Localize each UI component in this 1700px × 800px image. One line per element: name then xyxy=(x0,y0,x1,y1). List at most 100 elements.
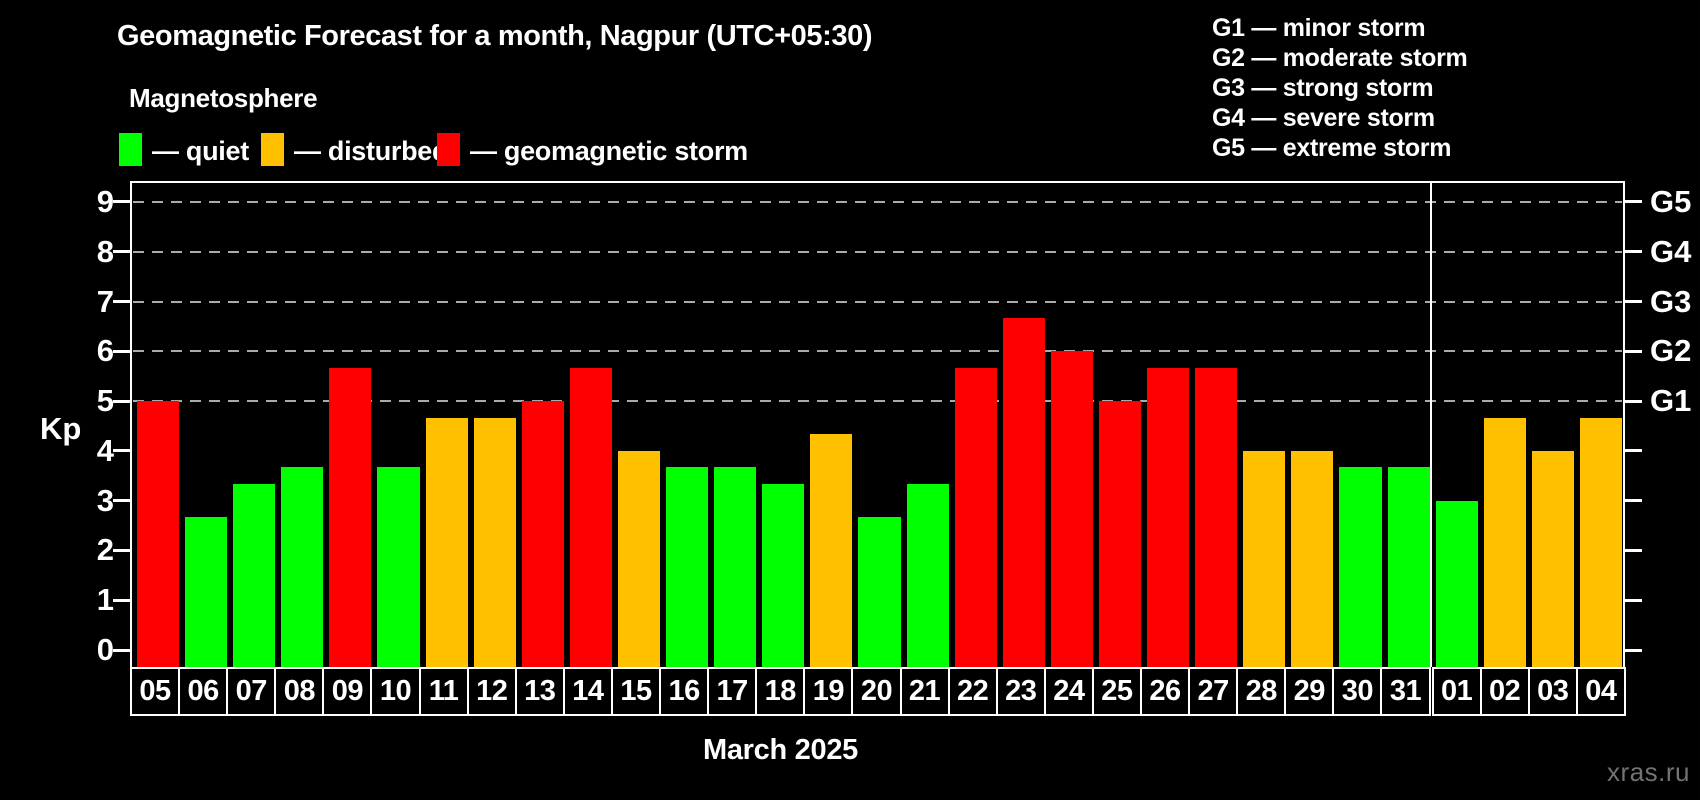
day-label-05: 05 xyxy=(130,667,181,716)
y-axis-value-0: 0 xyxy=(96,632,114,667)
y-axis-tick-left-0 xyxy=(113,648,130,652)
x-axis-month-label: March 2025 xyxy=(703,734,858,766)
kp-bar-day-23 xyxy=(1002,317,1045,667)
day-label-12: 12 xyxy=(466,667,517,716)
legend-swatch-quiet xyxy=(119,133,142,166)
kp-bar-day-04 xyxy=(1579,417,1622,667)
day-label-22: 22 xyxy=(947,667,998,716)
g-legend-item-3: G3 — strong storm xyxy=(1212,74,1434,102)
y-axis-tick-right-1 xyxy=(1625,598,1642,602)
kp-bar-day-28 xyxy=(1243,450,1286,667)
day-label-07: 07 xyxy=(226,667,277,716)
kp-bar-day-02 xyxy=(1483,417,1526,667)
legend-label-storm: — geomagnetic storm xyxy=(470,136,748,166)
g-legend-item-2: G2 — moderate storm xyxy=(1212,44,1468,72)
gridline-g3 xyxy=(133,300,1622,303)
legend-label-quiet: — quiet xyxy=(152,136,249,166)
kp-bar-day-09 xyxy=(329,367,372,667)
day-label-31: 31 xyxy=(1380,667,1431,716)
y-axis-value-4: 4 xyxy=(96,432,114,468)
g-axis-label-g3: G3 xyxy=(1650,283,1692,319)
kp-bar-day-30 xyxy=(1339,467,1382,667)
legend-swatch-disturbed xyxy=(261,133,284,166)
y-axis-tick-right-8 xyxy=(1625,250,1642,254)
y-axis-tick-right-0 xyxy=(1625,648,1642,652)
day-label-04: 04 xyxy=(1575,667,1626,716)
kp-bar-day-22 xyxy=(954,367,997,667)
y-axis-value-5: 5 xyxy=(96,383,114,419)
y-axis-tick-right-3 xyxy=(1625,499,1642,503)
y-axis-tick-right-6 xyxy=(1625,349,1642,353)
g-legend-item-1: G1 — minor storm xyxy=(1212,14,1426,42)
g-scale-legend: G1 — minor storm G2 — moderate storm G3 — … xyxy=(1212,13,1468,163)
kp-bar-day-15 xyxy=(617,450,661,667)
day-label-29: 29 xyxy=(1284,667,1335,716)
kp-bar-day-20 xyxy=(858,517,901,667)
y-axis-tick-left-3 xyxy=(113,499,130,503)
y-axis-value-1: 1 xyxy=(96,582,114,618)
y-axis-tick-right-2 xyxy=(1625,548,1642,552)
xras-watermark: xras.ru xyxy=(1607,757,1690,787)
kp-bar-day-26 xyxy=(1147,367,1190,667)
month-separator-line xyxy=(1429,183,1432,667)
kp-bar-day-19 xyxy=(810,434,853,667)
day-label-28: 28 xyxy=(1236,667,1287,716)
kp-bar-day-05 xyxy=(137,401,180,667)
day-label-10: 10 xyxy=(370,667,421,716)
y-axis-value-6: 6 xyxy=(96,333,114,369)
kp-bar-day-11 xyxy=(425,417,468,667)
kp-bar-day-18 xyxy=(762,484,805,667)
day-label-16: 16 xyxy=(659,667,710,716)
y-axis-value-2: 2 xyxy=(96,532,114,568)
gridline-g4 xyxy=(133,250,1622,253)
day-label-14: 14 xyxy=(562,667,613,716)
y-axis-tick-right-9 xyxy=(1625,200,1642,204)
kp-bar-day-01 xyxy=(1435,500,1478,667)
y-axis-value-3: 3 xyxy=(96,482,114,518)
y-axis-tick-right-7 xyxy=(1625,300,1642,304)
day-label-26: 26 xyxy=(1139,667,1191,716)
day-label-18: 18 xyxy=(755,667,806,716)
gridline-g1 xyxy=(133,400,1622,403)
day-label-17: 17 xyxy=(707,667,758,716)
kp-bar-day-27 xyxy=(1195,367,1238,667)
kp-bar-day-12 xyxy=(473,417,516,667)
kp-bar-day-24 xyxy=(1050,351,1093,667)
kp-bar-day-03 xyxy=(1531,450,1574,667)
y-axis-tick-left-1 xyxy=(113,598,130,602)
y-axis-value-8: 8 xyxy=(96,233,114,269)
day-label-20: 20 xyxy=(851,667,902,716)
day-label-21: 21 xyxy=(899,667,950,716)
day-label-06: 06 xyxy=(178,667,229,716)
y-axis-tick-left-2 xyxy=(113,548,130,552)
x-axis-day-row: 05 06 07 08 09 10 11 12 13 14 15 16 17 18 19 20 21 22 23 24… xyxy=(130,667,1626,716)
kp-bar-day-06 xyxy=(185,517,228,667)
day-label-24: 24 xyxy=(1043,667,1094,716)
y-axis-tick-left-7 xyxy=(113,300,130,304)
kp-bar-day-17 xyxy=(714,467,757,667)
gridline-g5 xyxy=(133,200,1622,203)
kp-bar-day-25 xyxy=(1098,401,1142,667)
day-label-03: 03 xyxy=(1527,667,1578,716)
g-axis-label-g2: G2 xyxy=(1650,333,1692,369)
magnetosphere-subtitle: Magnetosphere xyxy=(129,83,318,113)
day-label-23: 23 xyxy=(995,667,1046,716)
kp-bar-day-29 xyxy=(1291,450,1334,667)
y-axis-label-kp: Kp xyxy=(40,411,82,446)
y-axis-tick-left-5 xyxy=(113,399,130,403)
kp-bar-day-07 xyxy=(233,484,276,667)
y-axis-value-7: 7 xyxy=(96,283,114,319)
g-axis-label-g1: G1 xyxy=(1650,383,1692,419)
kp-bar-day-13 xyxy=(521,401,564,667)
legend-label-disturbed: — disturbed xyxy=(294,136,449,166)
day-label-11: 11 xyxy=(418,667,469,716)
day-label-25: 25 xyxy=(1091,667,1142,716)
day-label-13: 13 xyxy=(514,667,565,716)
y-axis-tick-left-6 xyxy=(113,349,130,353)
y-axis-tick-right-5 xyxy=(1625,399,1642,403)
g-legend-item-5: G5 — extreme storm xyxy=(1212,134,1452,162)
day-label-01: 01 xyxy=(1431,667,1482,716)
day-label-08: 08 xyxy=(274,667,325,716)
